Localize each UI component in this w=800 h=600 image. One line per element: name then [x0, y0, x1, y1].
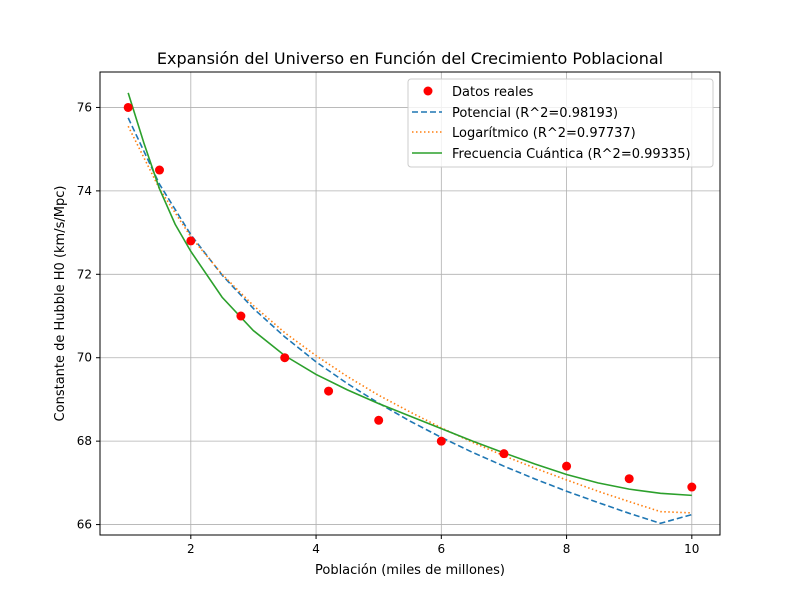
series-line-1	[127, 125, 692, 514]
data-point	[324, 386, 334, 396]
data-point	[123, 102, 133, 112]
data-point	[499, 449, 509, 459]
x-tick-label: 10	[684, 542, 699, 556]
series-lines	[127, 92, 693, 525]
x-axis-ticks: 2 4 6 8 10	[187, 535, 699, 556]
data-point	[562, 461, 572, 471]
legend-label-frecuencia-cuantica: Frecuencia Cuántica (R^2=0.99335)	[452, 147, 691, 162]
data-point	[280, 353, 290, 363]
x-tick-label: 2	[187, 542, 195, 556]
y-tick-label: 76	[77, 100, 92, 114]
y-tick-label: 70	[77, 351, 92, 365]
data-point	[624, 474, 634, 484]
data-point	[186, 236, 196, 246]
series-line-2	[127, 92, 692, 497]
data-point	[236, 311, 246, 321]
legend-marker-datos-reales	[423, 86, 433, 96]
y-tick-label: 72	[77, 267, 92, 281]
y-tick-label: 66	[77, 518, 92, 532]
y-tick-label: 68	[77, 434, 92, 448]
y-tick-label: 74	[77, 184, 92, 198]
legend: Datos reales Potencial (R^2=0.98193) Log…	[407, 78, 714, 168]
x-tick-label: 8	[563, 542, 571, 556]
legend-label-datos-reales: Datos reales	[452, 85, 534, 100]
y-axis-ticks: 66 68 70 72 74 76	[77, 100, 100, 532]
x-tick-label: 6	[437, 542, 445, 556]
y-axis-label: Constante de Hubble H0 (km/s/Mpc)	[53, 186, 68, 422]
chart-title: Expansión del Universo en Función del Cr…	[157, 49, 663, 68]
plot-frame	[99, 71, 721, 536]
legend-label-logaritmico: Logarítmico (R^2=0.97737)	[452, 126, 636, 141]
x-tick-label: 4	[312, 542, 320, 556]
data-points	[123, 102, 697, 492]
data-point	[687, 482, 697, 492]
legend-label-potencial: Potencial (R^2=0.98193)	[452, 106, 618, 121]
data-point	[154, 165, 164, 175]
data-point	[436, 436, 446, 446]
data-point	[374, 415, 384, 425]
x-axis-label: Población (miles de millones)	[315, 563, 505, 578]
legend-box	[407, 78, 714, 168]
